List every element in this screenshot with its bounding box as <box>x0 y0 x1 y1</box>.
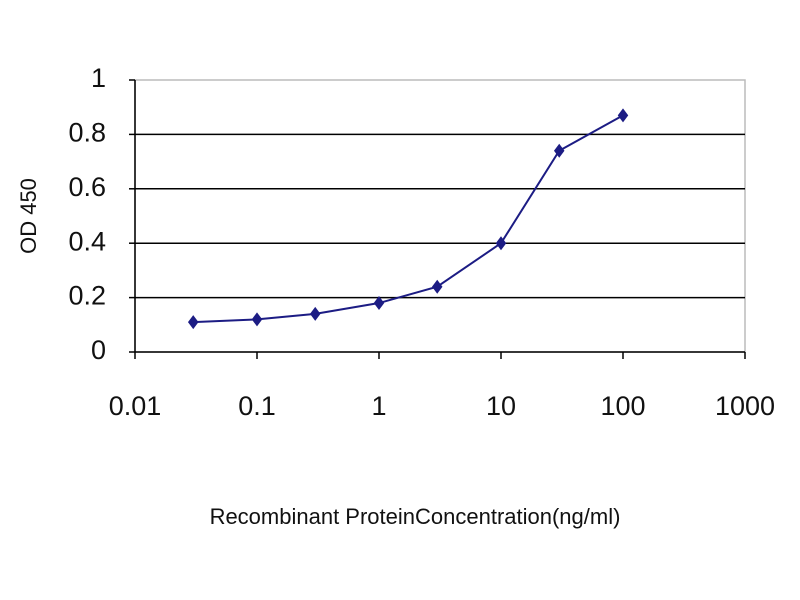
data-point <box>431 279 443 294</box>
x-tick-label: 10 <box>486 391 516 421</box>
x-tick-label: 0.1 <box>238 391 276 421</box>
data-point <box>617 108 629 123</box>
y-tick-label: 0.8 <box>68 118 106 148</box>
y-tick-label: 0 <box>91 335 106 365</box>
data-point <box>553 143 565 158</box>
data-line <box>193 114 624 324</box>
plot-area <box>134 79 746 353</box>
y-tick-label: 0.2 <box>68 281 106 311</box>
y-tick-label: 0.6 <box>68 172 106 202</box>
y-tick-label: 0.4 <box>68 226 106 256</box>
x-tick-label: 100 <box>600 391 645 421</box>
x-tick-label: 1 <box>371 391 386 421</box>
x-tick-label: 1000 <box>715 391 775 421</box>
y-tick-label: 1 <box>91 63 106 93</box>
data-point <box>373 296 385 311</box>
data-point <box>251 312 263 327</box>
data-point <box>187 315 199 330</box>
data-point <box>495 236 507 251</box>
y-axis-label: OD 450 <box>16 178 41 254</box>
data-point <box>309 306 321 321</box>
x-axis-label: Recombinant ProteinConcentration(ng/ml) <box>210 504 621 529</box>
x-tick-label: 0.01 <box>109 391 162 421</box>
